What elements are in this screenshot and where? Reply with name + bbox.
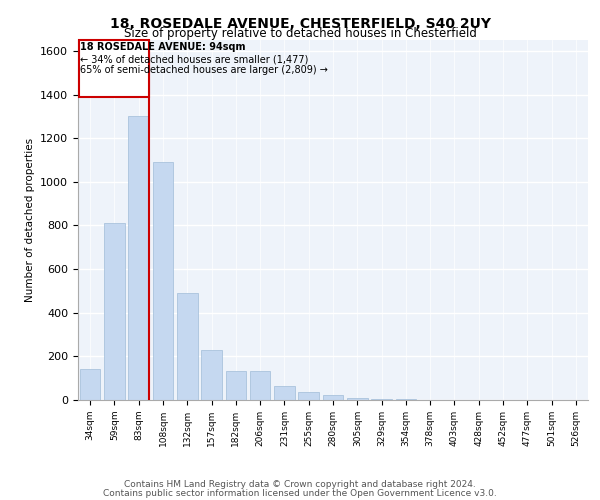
Text: 65% of semi-detached houses are larger (2,809) →: 65% of semi-detached houses are larger (… [80, 65, 328, 75]
Y-axis label: Number of detached properties: Number of detached properties [25, 138, 35, 302]
Text: Size of property relative to detached houses in Chesterfield: Size of property relative to detached ho… [124, 26, 476, 40]
Text: 18, ROSEDALE AVENUE, CHESTERFIELD, S40 2UY: 18, ROSEDALE AVENUE, CHESTERFIELD, S40 2… [110, 16, 491, 30]
Bar [201, 350, 222, 400]
Bar [79, 40, 149, 96]
Bar [323, 394, 343, 400]
Bar [347, 398, 368, 400]
Bar [80, 370, 100, 400]
Text: 18 ROSEDALE AVENUE: 94sqm: 18 ROSEDALE AVENUE: 94sqm [80, 42, 246, 52]
Bar [226, 370, 246, 400]
Text: Contains public sector information licensed under the Open Government Licence v3: Contains public sector information licen… [103, 488, 497, 498]
Bar [104, 224, 125, 400]
Bar [177, 293, 197, 400]
Bar [371, 399, 392, 400]
Bar [395, 399, 416, 400]
Bar [128, 116, 149, 400]
Bar [250, 370, 271, 400]
Bar [274, 386, 295, 400]
Text: ← 34% of detached houses are smaller (1,477): ← 34% of detached houses are smaller (1,… [80, 54, 309, 64]
Bar [152, 162, 173, 400]
Bar [298, 392, 319, 400]
Text: Contains HM Land Registry data © Crown copyright and database right 2024.: Contains HM Land Registry data © Crown c… [124, 480, 476, 489]
